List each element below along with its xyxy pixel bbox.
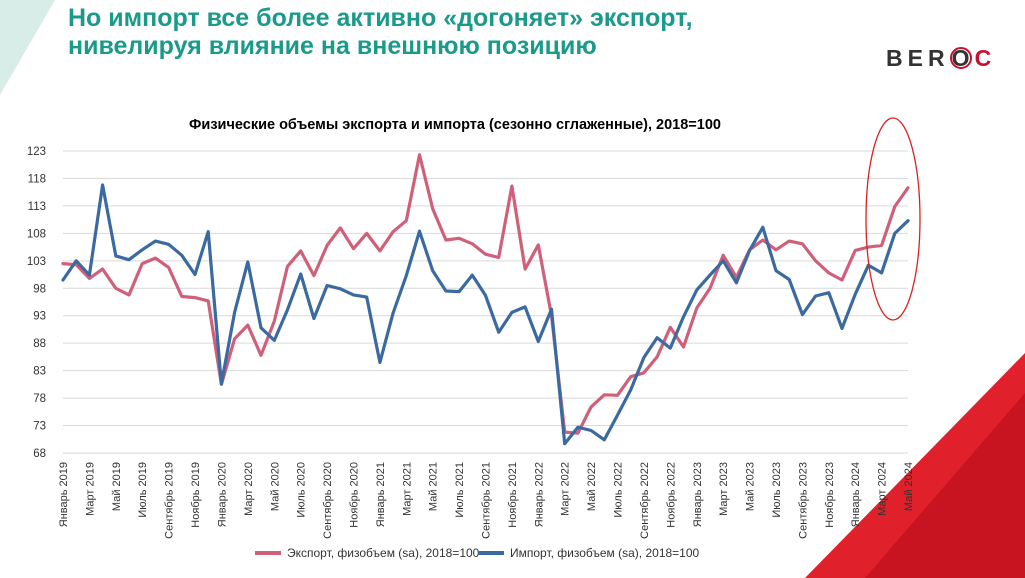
y-tick-label: 73 — [33, 421, 46, 433]
legend-export-swatch — [255, 551, 281, 555]
x-tick-label: Март 2023 — [718, 462, 730, 516]
x-tick-label: Июль 2022 — [613, 462, 625, 518]
y-tick-label: 98 — [33, 283, 46, 295]
slide-title-line-1: Но импорт все более активно «догоняет» э… — [68, 4, 693, 32]
legend-export: Экспорт, физобъем (sa), 2018=100 — [255, 546, 479, 560]
x-tick-label: Март 2019 — [84, 462, 96, 516]
x-tick-label: Ноябрь 2019 — [190, 462, 202, 528]
x-tick-label: Июль 2021 — [454, 462, 466, 518]
y-tick-label: 123 — [27, 146, 46, 158]
x-tick-label: Май 2021 — [428, 462, 440, 511]
y-tick-label: 78 — [33, 393, 46, 405]
y-tick-label: 68 — [33, 448, 46, 460]
y-tick-label: 113 — [28, 201, 46, 213]
legend-import: Импорт, физобъем (sa), 2018=100 — [478, 546, 699, 560]
x-tick-label: Январь 2023 — [692, 462, 704, 527]
x-tick-label: Январь 2019 — [58, 462, 70, 527]
x-tick-label: Май 2024 — [903, 462, 915, 511]
x-tick-label: Сентябрь 2022 — [639, 462, 651, 539]
x-tick-label: Ноябрь 2021 — [507, 462, 519, 528]
beroc-logo: BERO C — [886, 45, 996, 72]
y-tick-label: 108 — [27, 228, 46, 240]
x-tick-label: Июль 2020 — [296, 462, 308, 518]
logo-letter-circled: O — [949, 47, 972, 70]
red-corner-decoration — [805, 353, 1025, 578]
highlight-ellipse — [865, 117, 921, 321]
x-tick-label: Март 2020 — [243, 462, 255, 516]
x-tick-label: Июль 2019 — [137, 462, 149, 518]
x-tick-label: Май 2020 — [269, 462, 281, 511]
y-tick-label: 88 — [33, 338, 46, 350]
x-tick-label: Ноябрь 2020 — [348, 462, 360, 528]
x-tick-label: Сентябрь 2019 — [164, 462, 176, 539]
x-tick-label: Май 2022 — [586, 462, 598, 511]
x-tick-label: Сентябрь 2023 — [797, 462, 809, 539]
x-tick-label: Май 2023 — [745, 462, 757, 511]
x-tick-label: Сентябрь 2020 — [322, 462, 334, 539]
logo-letter: C — [974, 45, 997, 71]
slide-title-line-2: нивелируя влияние на внешнюю позицию — [68, 32, 597, 60]
chart-title: Физические объемы экспорта и импорта (се… — [189, 117, 721, 133]
y-tick-label: 93 — [33, 311, 46, 323]
y-tick-label: 118 — [28, 173, 46, 185]
legend-import-swatch — [478, 551, 504, 555]
y-tick-label: 83 — [33, 366, 46, 378]
x-tick-label: Ноябрь 2023 — [824, 462, 836, 528]
logo-letter: B — [886, 45, 908, 71]
slide-title: Но импорт все более активно «догоняет» э… — [68, 4, 693, 60]
logo-letter: R — [927, 45, 950, 71]
x-tick-label: Июль 2023 — [771, 462, 783, 518]
y-tick-label: 103 — [27, 256, 46, 268]
import-series-line — [61, 183, 910, 446]
teal-corner-decoration — [0, 0, 55, 95]
x-tick-label: Март 2022 — [560, 462, 572, 516]
x-tick-label: Ноябрь 2022 — [665, 462, 677, 528]
x-tick-label: Март 2024 — [877, 462, 889, 516]
legend-export-label: Экспорт, физобъем (sa), 2018=100 — [287, 546, 480, 560]
x-tick-label: Май 2019 — [111, 462, 123, 511]
x-tick-label: Март 2021 — [401, 462, 413, 516]
logo-letter: E — [907, 45, 928, 71]
x-tick-label: Январь 2024 — [850, 462, 862, 527]
x-tick-label: Сентябрь 2021 — [481, 462, 493, 539]
x-tick-label: Январь 2020 — [216, 462, 228, 527]
x-tick-label: Январь 2021 — [375, 462, 387, 527]
legend-import-label: Импорт, физобъем (sa), 2018=100 — [510, 546, 700, 560]
x-tick-label: Январь 2022 — [533, 462, 545, 527]
